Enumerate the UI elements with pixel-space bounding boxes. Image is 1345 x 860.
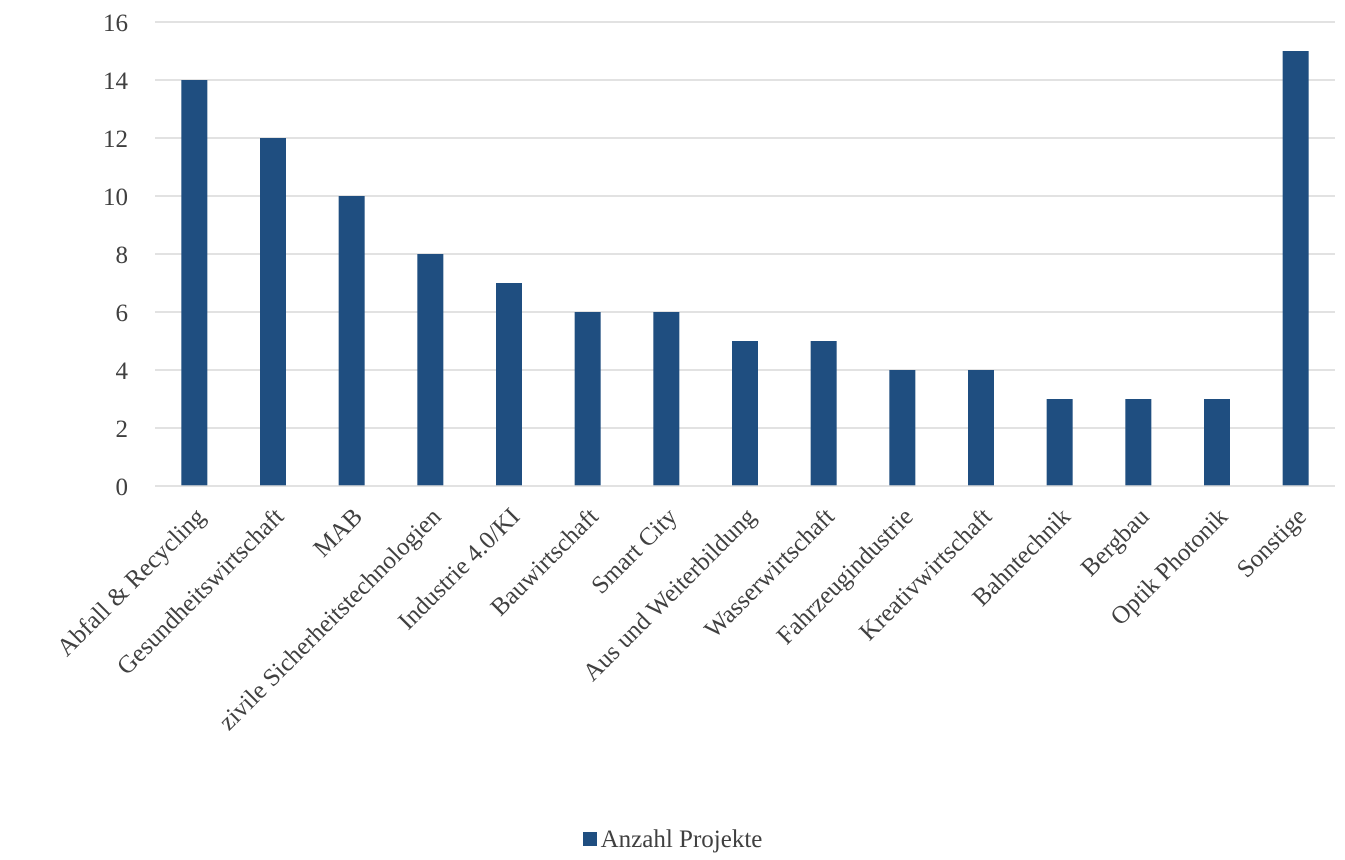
x-tick-label: Abfall & Recycling bbox=[52, 503, 211, 662]
bar bbox=[1046, 399, 1073, 486]
bar bbox=[417, 254, 444, 486]
x-tick-label: Fahrzeugindustrie bbox=[772, 503, 919, 650]
bar bbox=[889, 370, 916, 486]
legend-swatch bbox=[582, 832, 597, 846]
x-tick-label: Sonstige bbox=[1232, 503, 1312, 583]
bar bbox=[1125, 399, 1152, 486]
y-tick-label: 8 bbox=[116, 242, 129, 269]
y-tick-label: 0 bbox=[116, 474, 129, 501]
bar bbox=[338, 196, 365, 486]
y-tick-label: 12 bbox=[103, 126, 128, 153]
y-tick-label: 2 bbox=[116, 416, 129, 443]
bar bbox=[181, 80, 208, 486]
y-tick-label: 6 bbox=[116, 300, 129, 327]
bar bbox=[968, 370, 994, 486]
bar bbox=[1204, 399, 1230, 486]
bar bbox=[653, 312, 680, 486]
bar bbox=[496, 283, 522, 486]
x-tick-label: MAB bbox=[309, 503, 368, 562]
bar bbox=[810, 341, 837, 486]
bar bbox=[1282, 51, 1309, 486]
y-tick-label: 10 bbox=[103, 184, 128, 211]
legend: Anzahl Projekte bbox=[0, 825, 1345, 855]
y-tick-label: 16 bbox=[103, 10, 128, 37]
y-tick-label: 4 bbox=[116, 358, 129, 385]
x-tick-label: Bergbau bbox=[1076, 503, 1155, 582]
bar bbox=[260, 138, 286, 486]
legend-label: Anzahl Projekte bbox=[600, 826, 763, 853]
y-tick-label: 14 bbox=[103, 68, 129, 95]
bar bbox=[732, 341, 758, 486]
y-axis-ticks: 0 2 4 6 8 10 12 14 16 bbox=[103, 10, 129, 501]
x-tick-label: Kreativwirtschaft bbox=[854, 503, 997, 646]
bar bbox=[574, 312, 601, 486]
bars bbox=[181, 51, 1309, 486]
